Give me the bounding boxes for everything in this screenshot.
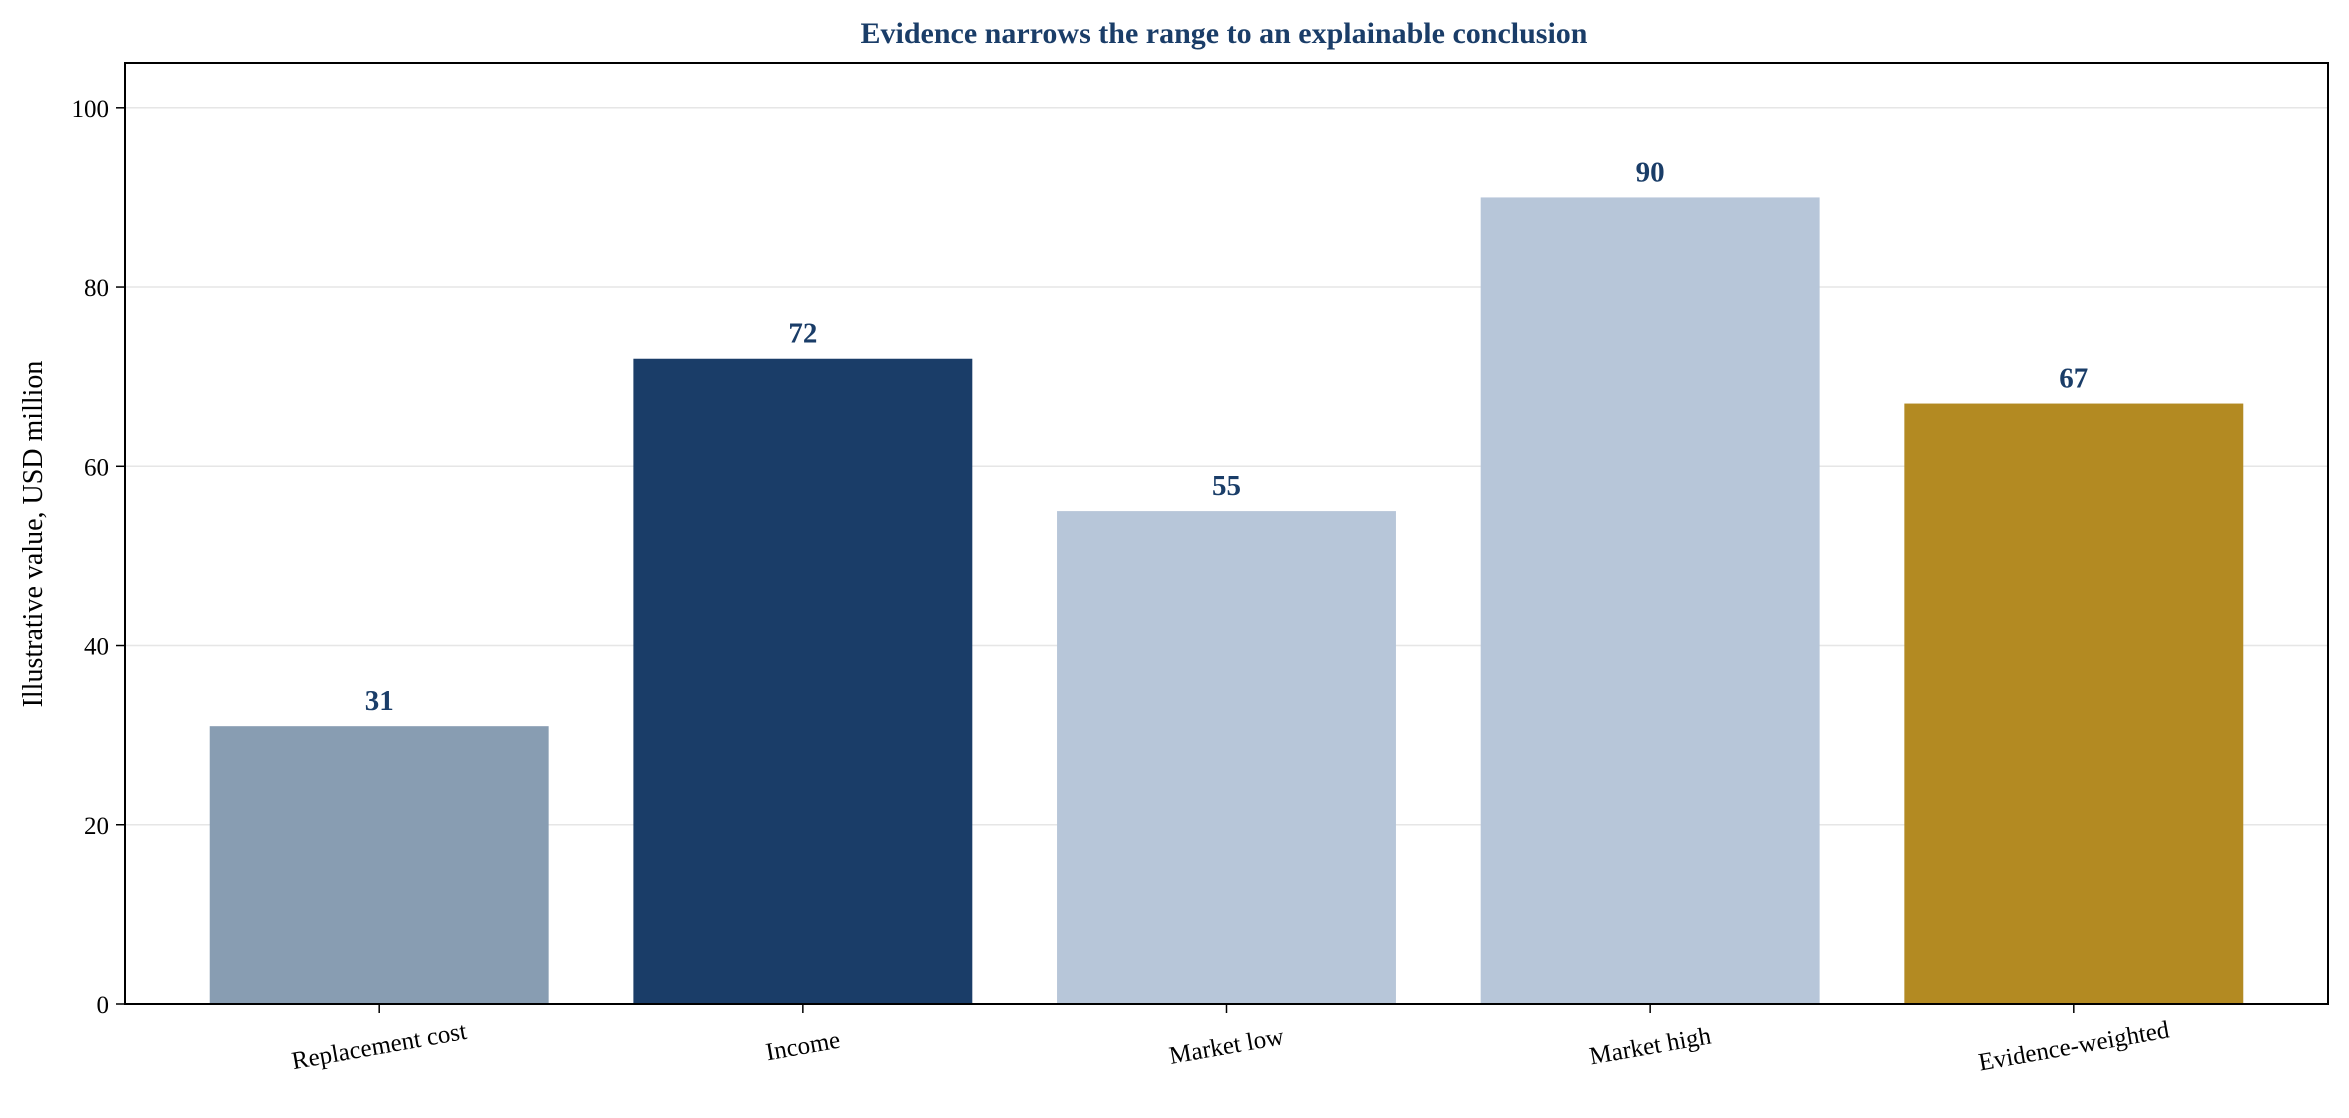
bar-1	[633, 358, 973, 1004]
bar-2	[1057, 511, 1396, 1004]
data-label: 67	[2059, 363, 2088, 395]
x-tick-label: Market low	[1167, 1023, 1286, 1070]
y-tick-label: 20	[84, 813, 109, 840]
chart-title: Evidence narrows the range to an explain…	[861, 17, 1588, 50]
y-tick-label: 80	[84, 275, 109, 302]
plot-frame	[124, 62, 2329, 1005]
data-label: 90	[1636, 156, 1665, 188]
data-labels: 31 72 55 90 67	[365, 156, 2089, 717]
y-tick-label: 60	[84, 454, 109, 481]
data-label: 72	[788, 318, 817, 350]
bar-3	[1480, 197, 1820, 1004]
bars	[209, 197, 2244, 1004]
y-tick-label: 40	[84, 634, 109, 661]
x-tick-label: Income	[764, 1027, 843, 1067]
x-tick-label: Replacement cost	[290, 1018, 469, 1075]
bar-0	[209, 726, 549, 1004]
data-label: 31	[365, 685, 394, 717]
bar-4	[1904, 403, 2244, 1004]
data-label: 55	[1212, 470, 1241, 502]
x-tick-label: Evidence-weighted	[1977, 1016, 2172, 1076]
y-tick-label: 0	[97, 992, 110, 1019]
y-axis-label: Illustrative value, USD million	[18, 361, 49, 708]
y-tick-label: 100	[72, 96, 110, 123]
x-tick-label: Market high	[1587, 1022, 1713, 1070]
